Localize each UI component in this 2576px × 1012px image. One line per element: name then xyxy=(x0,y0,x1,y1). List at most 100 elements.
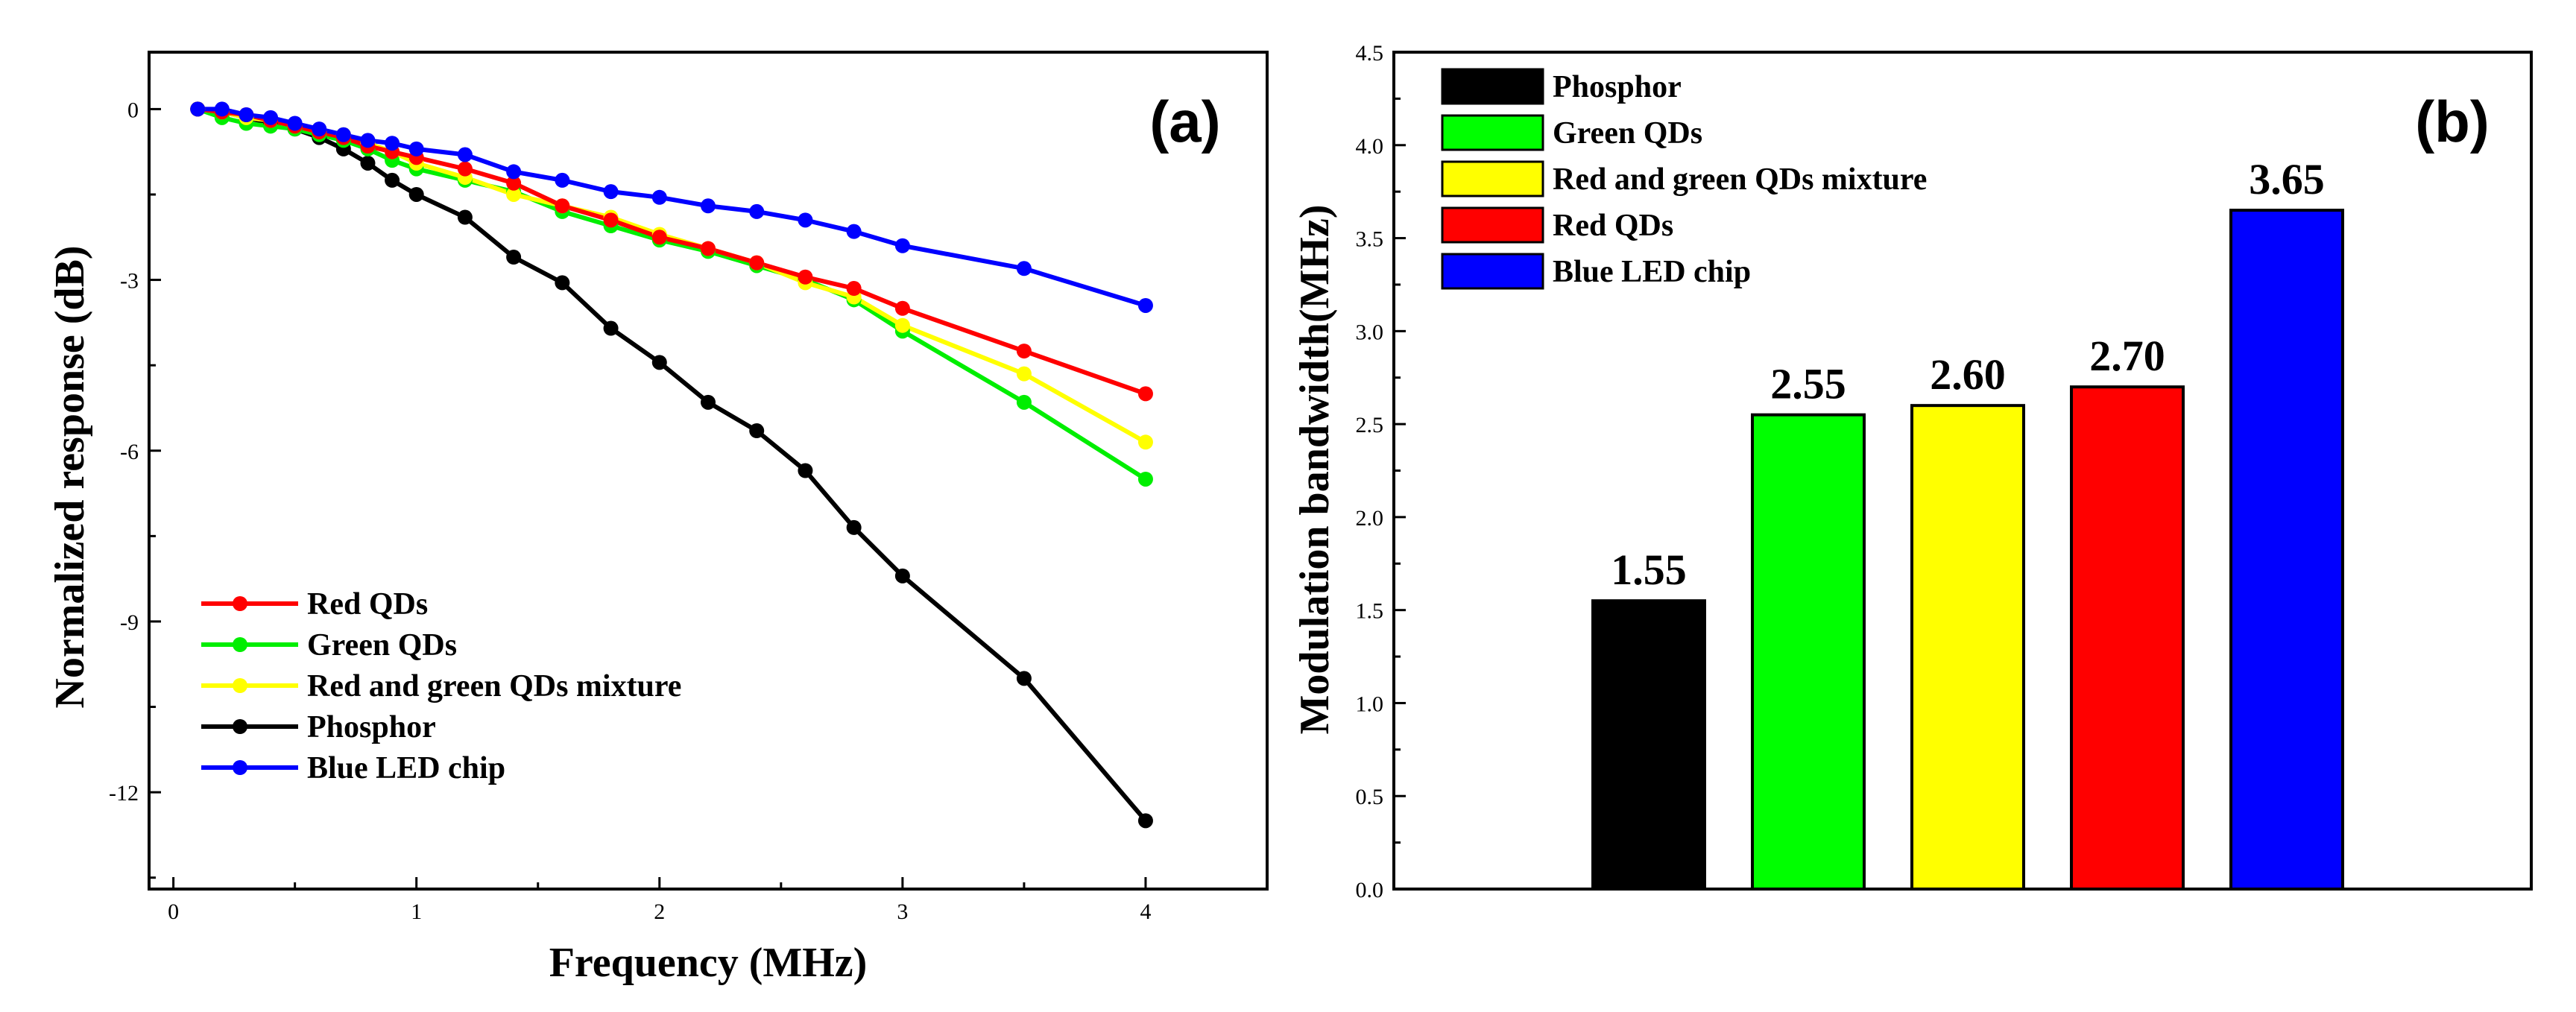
bar-value-label: 1.55 xyxy=(1611,545,1687,594)
data-point xyxy=(555,275,570,291)
data-point xyxy=(408,186,424,202)
y-tick-label: 2.5 xyxy=(1356,413,1384,437)
y-tick-label: -12 xyxy=(109,781,139,806)
legend-swatch xyxy=(1441,68,1544,105)
bar xyxy=(1591,599,1706,891)
y-tick-label: 0.0 xyxy=(1356,878,1384,902)
data-point xyxy=(1016,671,1032,686)
x-tick-label: 2 xyxy=(654,899,665,924)
legend-label: Green QDs xyxy=(1553,116,1702,151)
data-point xyxy=(1016,261,1032,276)
data-point xyxy=(846,281,862,297)
x-tick-label: 1 xyxy=(411,899,422,924)
data-point xyxy=(1137,297,1153,313)
data-point xyxy=(798,212,813,228)
bar-chart-y-axis-title: Modulation bandwidth(MHz) xyxy=(1292,205,1338,735)
data-point xyxy=(603,184,619,200)
legend-label: Blue LED chip xyxy=(1553,255,1751,289)
data-point xyxy=(651,230,667,245)
y-tick-label: -6 xyxy=(120,440,139,464)
line-chart-series-layer xyxy=(190,101,1153,829)
data-point xyxy=(239,107,254,123)
y-tick-label: 4.0 xyxy=(1356,134,1384,159)
y-tick-label: 0 xyxy=(127,98,139,122)
line-chart-y-axis-title: Normalized response (dB) xyxy=(47,245,93,708)
x-tick-label: 3 xyxy=(897,899,908,924)
data-point xyxy=(214,101,230,117)
data-point xyxy=(894,238,910,253)
data-point xyxy=(894,300,910,316)
data-point xyxy=(506,186,522,202)
legend-marker xyxy=(233,678,247,693)
legend-label: Phosphor xyxy=(1553,70,1682,104)
y-tick-label: -9 xyxy=(120,610,139,635)
data-point xyxy=(749,255,765,271)
y-tick-label: 3.5 xyxy=(1356,227,1384,252)
legend-label: Green QDs xyxy=(307,628,457,662)
bar xyxy=(2070,385,2185,891)
data-point xyxy=(1016,366,1032,382)
x-tick-label: 0 xyxy=(168,899,179,924)
data-point xyxy=(651,355,667,370)
data-point xyxy=(312,121,327,137)
bar-chart-panel: 1.55 2.55 2.60 2.70 3.65 0.0 0.5 1.0 1.5 2.0 2.5 3… xyxy=(1292,41,2533,902)
bar-value-label: 2.70 xyxy=(2089,332,2165,380)
series-line xyxy=(197,107,1147,481)
data-point xyxy=(360,155,376,171)
legend-marker xyxy=(233,596,247,611)
legend-swatch xyxy=(1441,206,1544,244)
bar xyxy=(2229,209,2344,891)
bar-value-label: 2.60 xyxy=(1930,350,2006,399)
data-point xyxy=(1016,344,1032,359)
data-point xyxy=(651,189,667,205)
data-point xyxy=(190,101,206,117)
data-point xyxy=(701,394,716,410)
legend-label: Phosphor xyxy=(307,710,436,744)
line-chart-legend: Red QDs Green QDs Red and green QDs mixtur… xyxy=(201,587,681,785)
legend-label: Red QDs xyxy=(1553,209,1673,243)
data-point xyxy=(701,198,716,214)
y-tick-label: 1.5 xyxy=(1356,599,1384,624)
data-point xyxy=(457,209,473,225)
data-point xyxy=(846,519,862,535)
bar-value-label: 3.65 xyxy=(2249,155,2325,203)
data-point xyxy=(1137,434,1153,450)
series-line xyxy=(198,107,1146,308)
data-point xyxy=(555,172,570,188)
data-point xyxy=(1137,813,1153,829)
y-tick-label: 1.0 xyxy=(1356,692,1384,716)
data-point xyxy=(287,116,303,131)
data-point xyxy=(555,198,570,214)
line-chart-x-axis: 0 1 2 3 4 xyxy=(168,877,1151,924)
data-point xyxy=(701,241,716,256)
data-point xyxy=(385,172,400,188)
data-point xyxy=(603,320,619,336)
data-point xyxy=(798,269,813,285)
line-chart-plot-frame xyxy=(148,51,1269,891)
data-point xyxy=(335,127,351,142)
bar xyxy=(1910,404,2025,891)
bar xyxy=(1751,413,1866,891)
bar-chart-legend: Phosphor Green QDs Red and green QDs mixtu… xyxy=(1441,68,1927,290)
legend-swatch xyxy=(1441,160,1544,197)
legend-swatch xyxy=(1441,114,1544,151)
data-point xyxy=(506,164,522,180)
data-point xyxy=(894,317,910,333)
y-tick-label: 3.0 xyxy=(1356,320,1384,344)
data-point xyxy=(385,136,400,151)
y-tick-label: -3 xyxy=(120,269,139,294)
y-tick-label: 4.5 xyxy=(1356,41,1384,66)
legend-marker xyxy=(233,637,247,652)
data-point xyxy=(749,203,765,219)
data-point xyxy=(457,161,473,177)
y-tick-label: 2.0 xyxy=(1356,506,1384,531)
series-line xyxy=(197,107,1146,396)
bar-value-label: 2.55 xyxy=(1770,360,1846,408)
data-point xyxy=(506,175,522,191)
data-point xyxy=(846,224,862,239)
data-point xyxy=(603,212,619,228)
data-point xyxy=(1137,386,1153,402)
bar-chart-bars: 1.55 2.55 2.60 2.70 3.65 xyxy=(1591,155,2344,891)
